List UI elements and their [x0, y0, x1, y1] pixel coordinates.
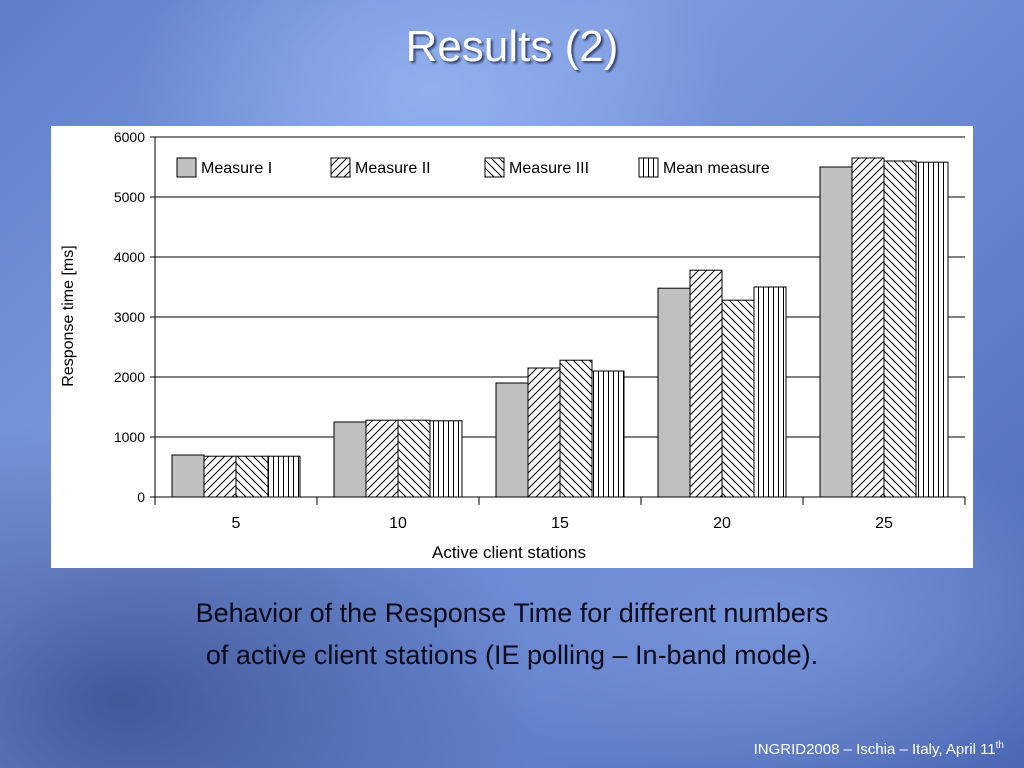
caption-line-2: of active client stations (IE polling – …	[205, 640, 819, 670]
axes: 0 1000 2000 3000 4000 5000 6000 5 10 15 20 25	[114, 129, 966, 532]
bar-measure-ii-25	[851, 157, 885, 498]
x-tick-label: 5	[232, 515, 241, 532]
legend-swatch	[330, 157, 351, 178]
footer-superscript: th	[995, 740, 1004, 751]
legend-swatch	[638, 157, 659, 178]
bar-measure-i-10	[333, 421, 367, 498]
legend: Measure I Measure II Measure III Mean measu…	[176, 157, 770, 178]
legend-label: Measure III	[509, 160, 589, 177]
y-axis-label: Response time [ms]	[60, 245, 77, 386]
slide-title: Results (2)	[405, 22, 619, 71]
bar-mean-measure-25	[915, 161, 949, 498]
footer: INGRID2008 – Ischia – Italy, April 11th	[754, 740, 1004, 758]
bar-measure-iii-15	[559, 359, 593, 498]
bar-measure-ii-15	[527, 367, 561, 498]
bar-measure-iii-25	[883, 160, 917, 498]
caption-line-1: Behavior of the Response Time for differ…	[195, 598, 829, 628]
y-tick-label: 4000	[114, 249, 145, 265]
x-tick-label: 15	[551, 515, 569, 532]
caption: Behavior of the Response Time for differ…	[0, 592, 1024, 676]
legend-label: Measure I	[201, 160, 272, 177]
y-tick-label: 5000	[114, 189, 145, 205]
x-tick-label: 10	[389, 515, 407, 532]
bar-measure-iii-5	[235, 455, 269, 498]
chart-panel: 0 1000 2000 3000 4000 5000 6000 5 10 15 20 25 Measu…	[51, 126, 973, 568]
bar-measure-i-5	[171, 454, 205, 498]
bar-measure-i-25	[819, 166, 853, 498]
x-axis-label: Active client stations	[432, 543, 586, 562]
bar-mean-measure-5	[267, 455, 301, 498]
bar-measure-iii-10	[397, 419, 431, 498]
x-tick-label: 20	[713, 515, 731, 532]
bar-chart: 0 1000 2000 3000 4000 5000 6000 5 10 15 20 25 Measu…	[60, 129, 966, 562]
bar-measure-ii-20	[689, 269, 723, 498]
bar-mean-measure-20	[753, 286, 787, 498]
x-tick-label: 25	[875, 515, 893, 532]
bar-measure-iii-20	[721, 299, 755, 498]
bar-mean-measure-15	[591, 370, 625, 498]
bar-measure-ii-10	[365, 419, 399, 498]
bar-measure-ii-5	[203, 455, 237, 498]
bars	[171, 157, 949, 498]
bar-measure-i-15	[495, 382, 529, 498]
y-tick-label: 3000	[114, 309, 145, 325]
y-tick-label: 6000	[114, 129, 145, 145]
legend-swatch	[176, 157, 197, 178]
legend-swatch	[484, 157, 505, 178]
y-tick-label: 1000	[114, 429, 145, 445]
y-tick-label: 2000	[114, 369, 145, 385]
bar-measure-i-20	[657, 287, 691, 498]
legend-label: Measure II	[355, 160, 431, 177]
bar-mean-measure-10	[429, 420, 463, 498]
legend-label: Mean measure	[663, 160, 770, 177]
footer-text: INGRID2008 – Ischia – Italy, April 11	[753, 741, 996, 758]
y-tick-label: 0	[137, 489, 145, 505]
